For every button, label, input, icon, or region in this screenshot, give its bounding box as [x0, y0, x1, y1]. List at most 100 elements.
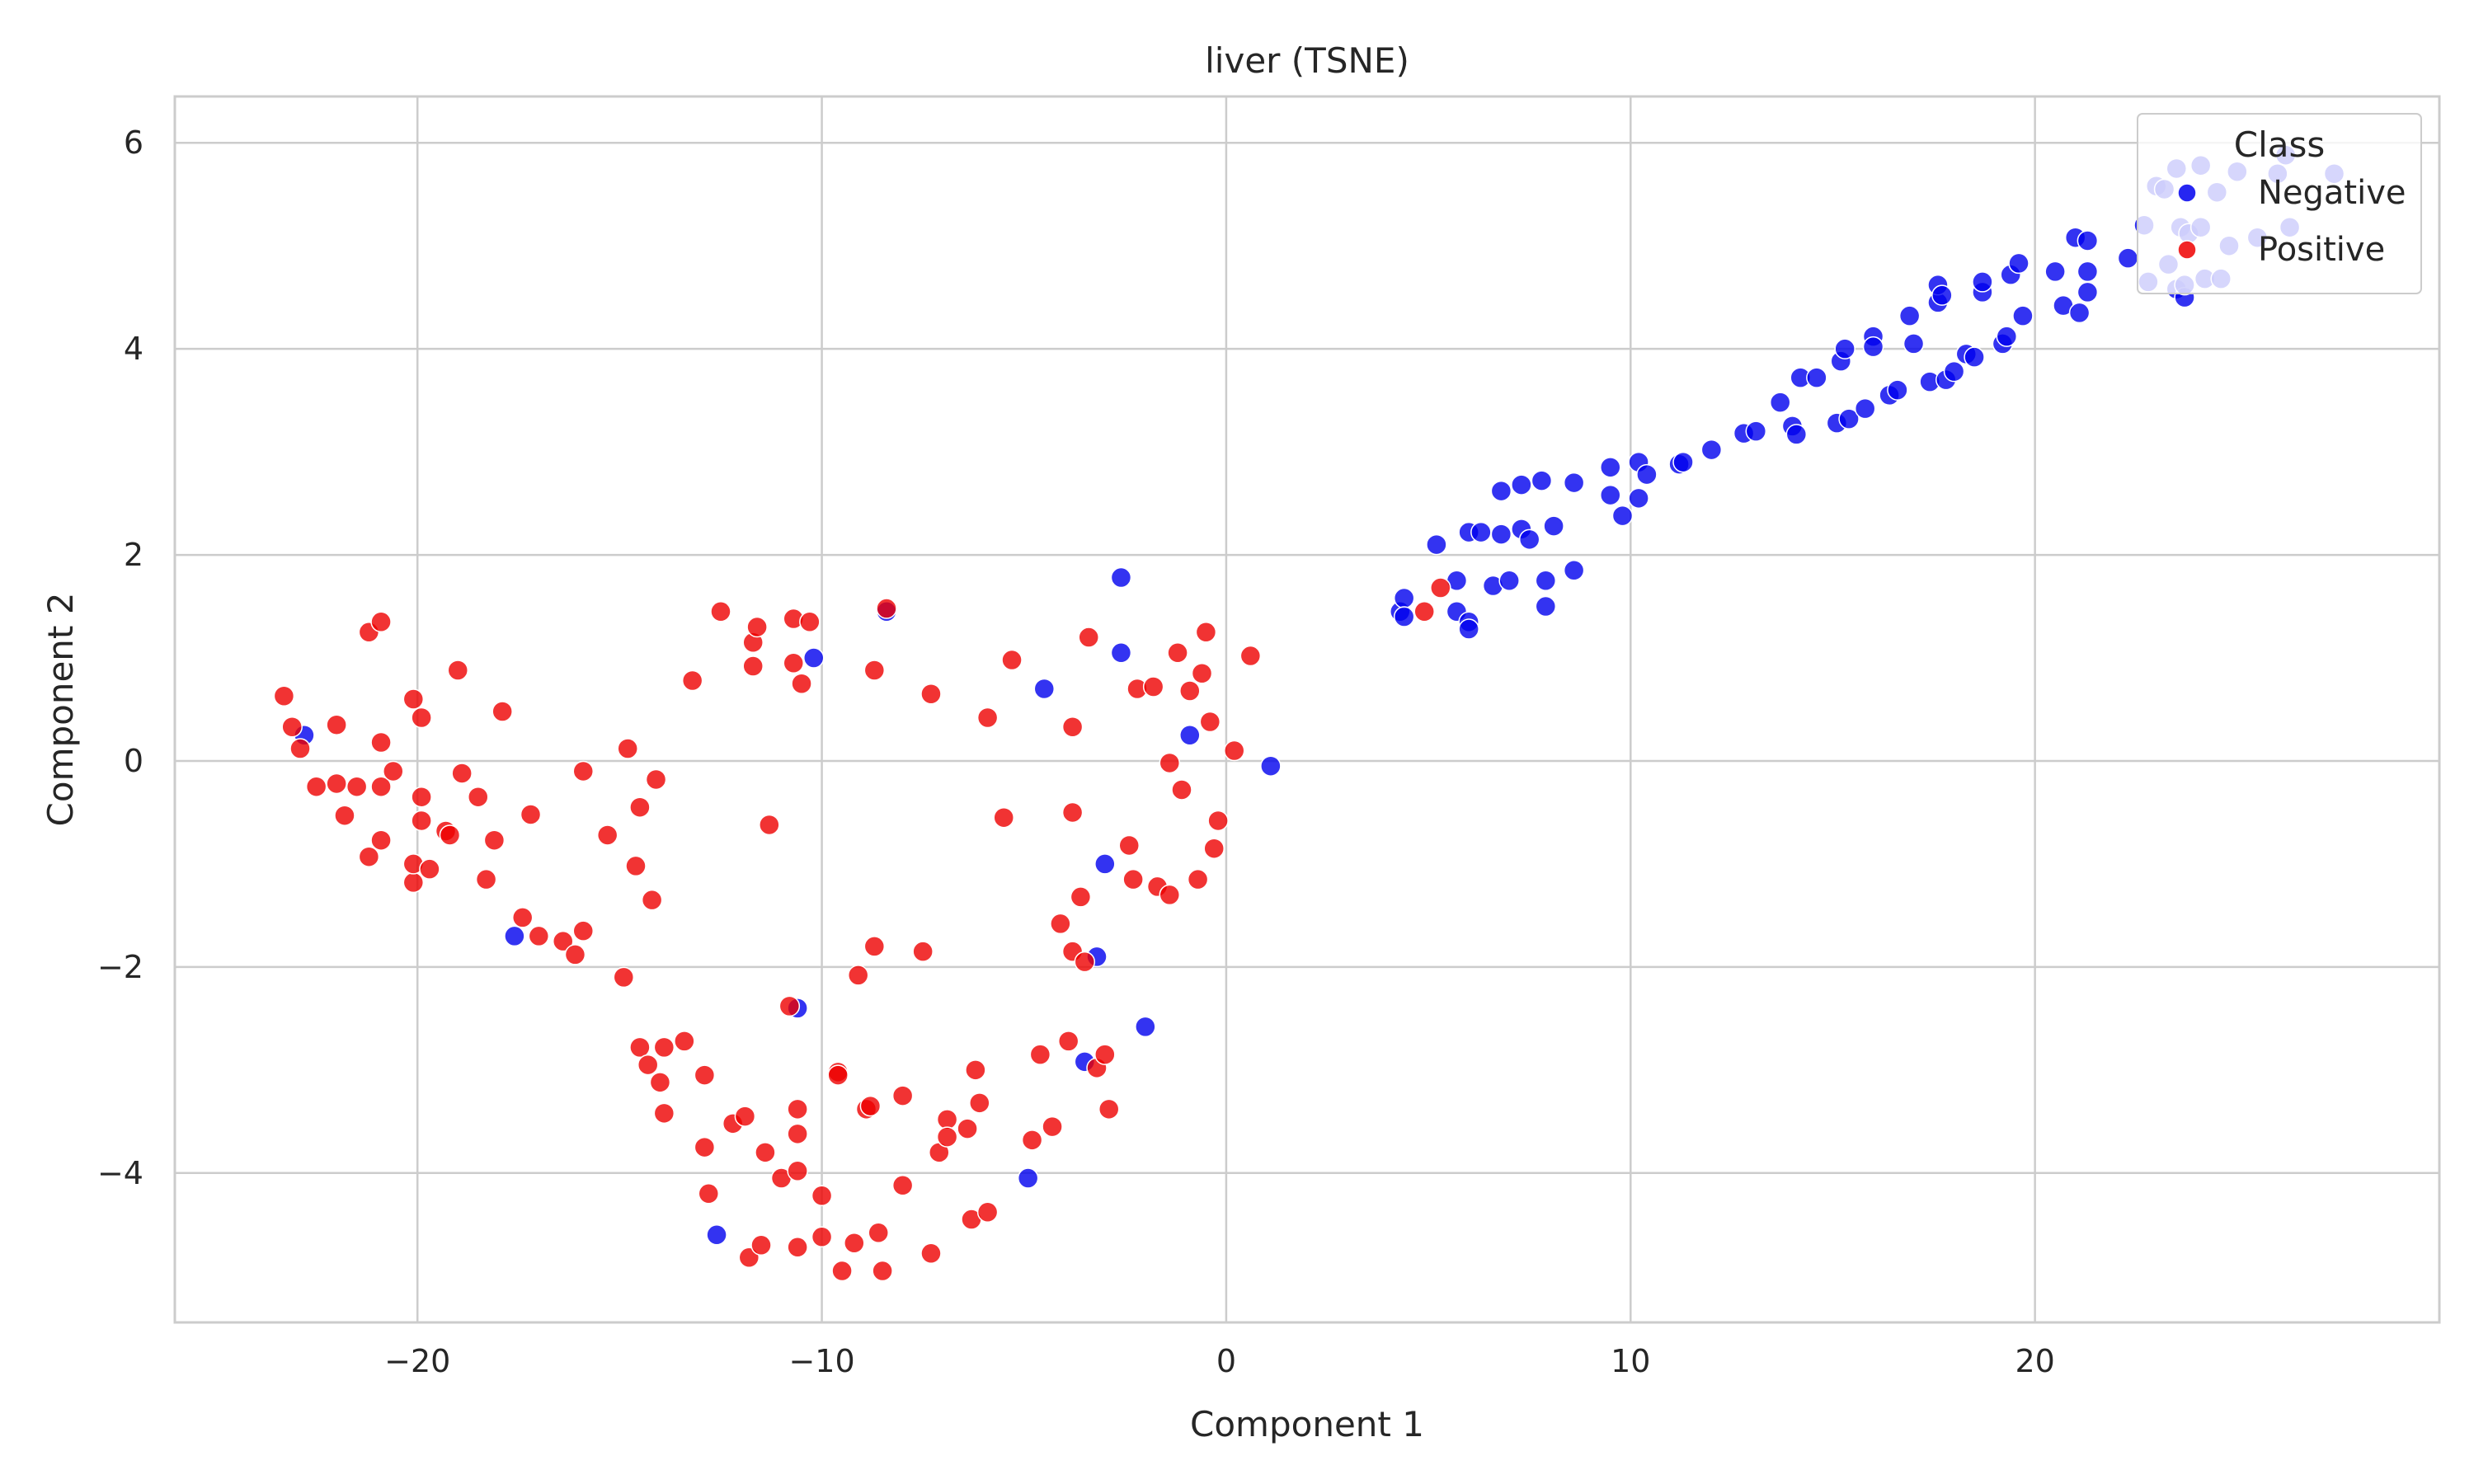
point-positive [1057, 1031, 1079, 1052]
point-positive [876, 598, 897, 619]
point-positive [1413, 601, 1435, 622]
point-positive [402, 688, 425, 710]
point-negative [1110, 566, 1132, 589]
point-negative [1898, 305, 1921, 326]
point-positive [891, 1085, 914, 1106]
legend-title: Class [2234, 124, 2326, 165]
point-positive [370, 776, 392, 797]
point-negative [1887, 379, 1908, 401]
point-negative [1498, 570, 1520, 592]
point-positive [787, 1160, 808, 1182]
point-positive [439, 824, 461, 846]
point-positive [778, 995, 801, 1017]
point-positive [370, 611, 392, 633]
point-positive [976, 1201, 999, 1223]
point-positive [969, 1092, 990, 1114]
point-negative [2077, 281, 2099, 303]
point-positive [1029, 1044, 1051, 1065]
point-positive [1078, 627, 1099, 648]
point-negative [1745, 420, 1767, 442]
point-positive [920, 683, 942, 705]
point-positive [827, 1064, 849, 1086]
point-negative [1700, 439, 1723, 461]
point-positive [383, 760, 404, 782]
point-negative [1628, 487, 1649, 510]
point-positive [1187, 868, 1209, 890]
point-negative [2044, 261, 2066, 283]
point-positive [1122, 868, 1144, 890]
point-positive [613, 966, 635, 989]
point-negative [1511, 474, 1532, 495]
point-negative [1972, 271, 1993, 293]
point-negative [1135, 1016, 1156, 1038]
point-positive [511, 907, 534, 928]
point-negative [1535, 570, 1557, 592]
point-positive [572, 920, 595, 942]
point-positive [1430, 577, 1451, 599]
point-positive [326, 773, 347, 795]
point-negative [1931, 284, 1953, 306]
point-positive [564, 944, 586, 965]
point-positive [1061, 716, 1084, 738]
x-tick-labels: −20 −10 0 10 20 [384, 1343, 2055, 1379]
point-negative [1426, 533, 1447, 556]
point-negative [1636, 463, 1658, 486]
point-positive [358, 846, 380, 867]
point-positive [868, 1222, 889, 1244]
point-positive [674, 1031, 695, 1052]
point-positive [1195, 622, 1217, 643]
point-negative [1260, 755, 1282, 777]
point-negative [1996, 326, 2018, 347]
point-positive [596, 824, 618, 846]
point-negative [2077, 261, 2099, 283]
point-negative [1535, 595, 1557, 618]
point-positive [787, 1098, 808, 1120]
point-positive [710, 601, 731, 622]
point-negative [1179, 724, 1201, 746]
point-positive [787, 1123, 808, 1145]
point-positive [641, 889, 663, 911]
point-positive [649, 1072, 671, 1093]
point-positive [653, 1036, 675, 1059]
legend-label-positive: Positive [2258, 231, 2385, 269]
point-positive [1239, 645, 1262, 667]
point-negative [1033, 678, 1056, 700]
point-negative [1854, 397, 1876, 420]
x-tick-label: 0 [1216, 1343, 1236, 1379]
point-positive [1207, 810, 1229, 832]
point-negative [1600, 457, 1621, 478]
point-negative [1094, 853, 1116, 875]
point-negative [706, 1224, 727, 1246]
point-positive [370, 731, 392, 754]
point-negative [1903, 333, 1925, 355]
point-positive [629, 1036, 651, 1059]
plot-area [175, 96, 2439, 1322]
x-tick-label: −10 [788, 1343, 854, 1379]
point-positive [1074, 951, 1096, 973]
data-points [273, 144, 2345, 1282]
point-positive [645, 768, 667, 791]
y-tick-label: 4 [124, 331, 143, 367]
point-positive [1118, 834, 1140, 857]
point-positive [1021, 1129, 1043, 1151]
point-negative [1470, 521, 1492, 543]
point-positive [451, 763, 473, 784]
point-positive [976, 707, 999, 729]
point-positive [552, 930, 574, 952]
point-positive [863, 660, 886, 681]
point-positive [783, 652, 804, 674]
point-positive [759, 814, 780, 836]
point-negative [1393, 606, 1415, 627]
point-positive [1199, 711, 1221, 733]
point-positive [305, 776, 327, 797]
point-positive [847, 965, 869, 986]
gridlines [175, 96, 2439, 1322]
point-positive [965, 1059, 986, 1081]
point-negative [1490, 480, 1512, 502]
point-negative [1834, 338, 1856, 359]
point-positive [492, 701, 513, 722]
point-positive [637, 1054, 659, 1076]
point-positive [694, 1136, 716, 1158]
point-positive [920, 1242, 942, 1265]
